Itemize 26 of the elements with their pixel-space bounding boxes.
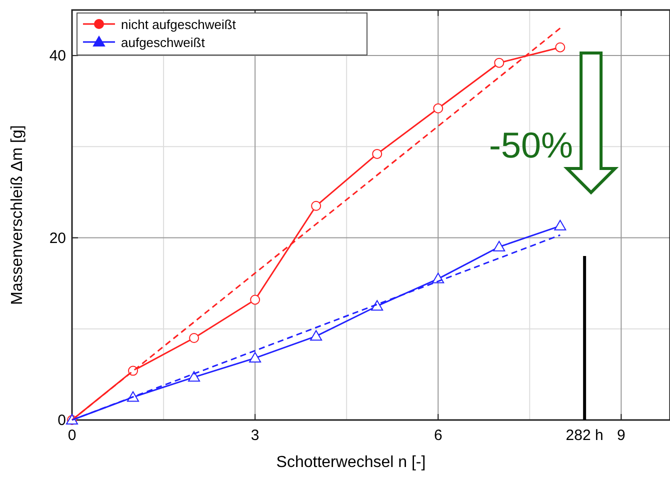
y-tick-label: 0 bbox=[58, 412, 66, 429]
point bbox=[249, 352, 262, 363]
point bbox=[372, 148, 382, 159]
y-tick-label: 40 bbox=[49, 48, 66, 65]
point bbox=[189, 333, 200, 343]
point bbox=[555, 42, 566, 52]
ref-line-label: 282 h bbox=[566, 427, 604, 444]
point bbox=[310, 330, 322, 341]
y-axis-title: Massenverschleiß Δm [g] bbox=[9, 125, 26, 305]
point bbox=[311, 200, 322, 211]
point bbox=[554, 220, 566, 230]
point bbox=[250, 294, 260, 305]
point bbox=[433, 103, 444, 114]
x-tick-label: 0 bbox=[68, 427, 76, 444]
x-tick-label: 3 bbox=[250, 427, 260, 444]
x-axis-title: Schotterwechsel n [-] bbox=[276, 454, 426, 471]
legend-label: aufgeschweißt bbox=[121, 35, 206, 50]
annotation: -50% bbox=[489, 124, 574, 166]
point bbox=[188, 371, 200, 382]
x-tick-label: 9 bbox=[617, 427, 626, 444]
point bbox=[494, 58, 504, 68]
point bbox=[371, 300, 384, 311]
y-tick-label: 20 bbox=[49, 230, 66, 247]
legend-label: nicht aufgeschweißt bbox=[121, 17, 236, 32]
x-tick-label: 6 bbox=[434, 427, 442, 444]
point bbox=[493, 240, 506, 252]
